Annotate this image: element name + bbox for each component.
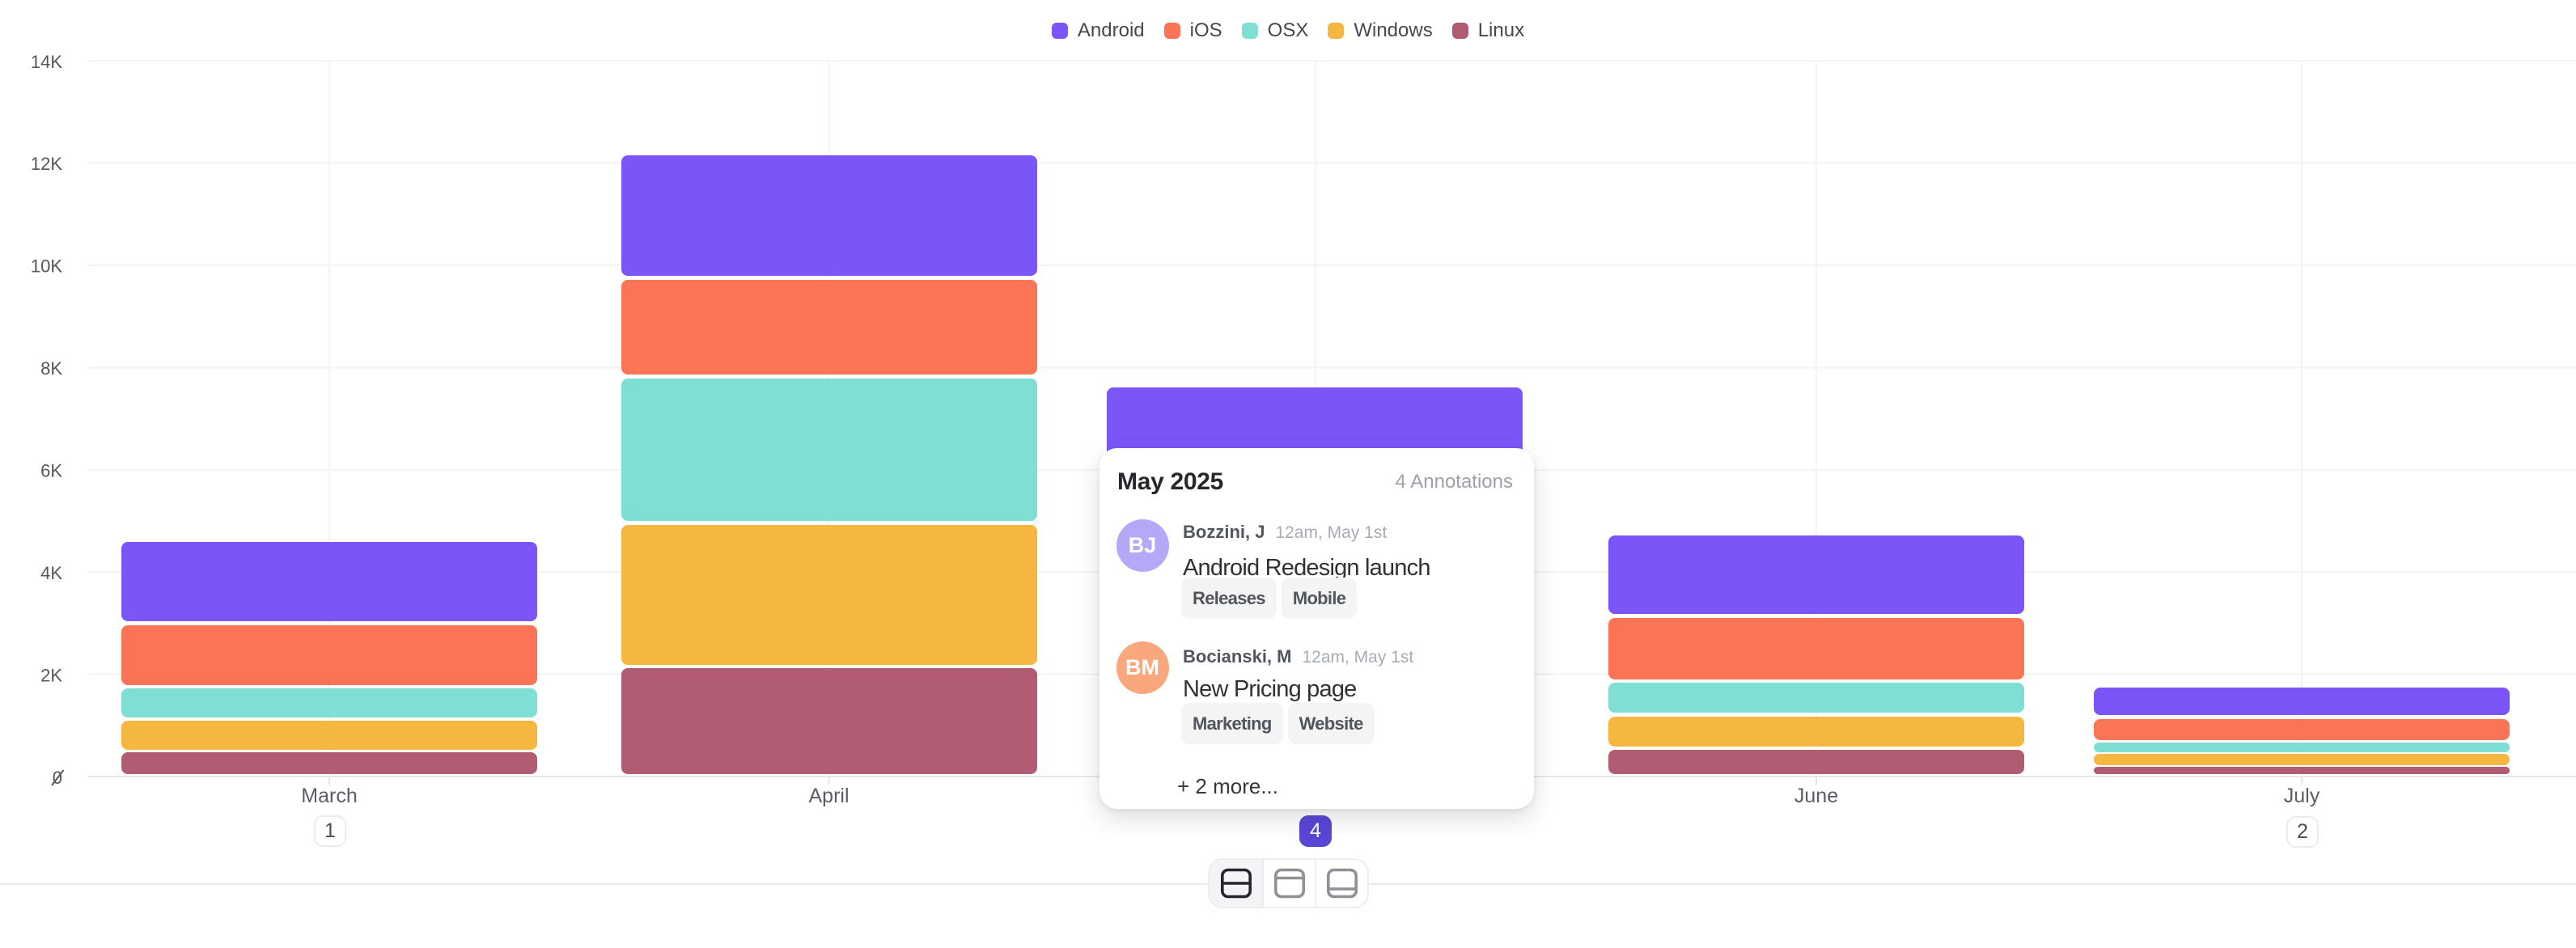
svg-text:10K: 10K — [31, 256, 62, 277]
svg-text:April: April — [808, 785, 849, 807]
svg-text:8K: 8K — [40, 358, 62, 379]
svg-text:March: March — [301, 785, 357, 807]
svg-text:2K: 2K — [40, 666, 62, 686]
svg-text:14K: 14K — [31, 52, 62, 72]
svg-text:12K: 12K — [31, 154, 62, 174]
svg-text:4K: 4K — [40, 563, 62, 583]
svg-text:6K: 6K — [40, 461, 62, 481]
svg-text:June: June — [1794, 785, 1838, 807]
svg-text:July: July — [2284, 785, 2320, 807]
